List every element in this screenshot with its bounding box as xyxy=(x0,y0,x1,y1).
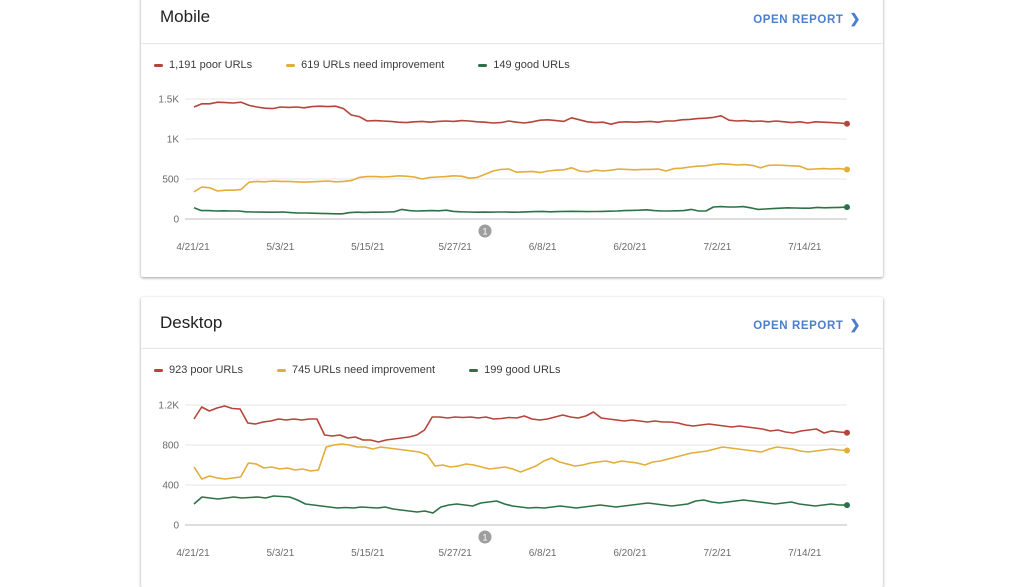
annotation-marker xyxy=(478,224,492,238)
open-report-label: OPEN REPORT xyxy=(753,14,844,26)
y-tick-label: 1K xyxy=(167,135,180,146)
y-tick-label: 1.2K xyxy=(158,401,179,412)
series-end-point-good xyxy=(844,502,850,509)
series-end-point-improve xyxy=(844,166,850,173)
y-tick-label: 500 xyxy=(162,175,179,186)
chevron-right-icon: ❯ xyxy=(849,317,861,332)
series-line-improve xyxy=(193,443,848,480)
x-tick-label: 4/21/21 xyxy=(176,242,210,253)
legend-swatch-poor xyxy=(154,368,163,372)
desktop-report-card: Desktop OPEN REPORT ❯ 923 poor URLs 745 U… xyxy=(141,297,883,587)
x-tick-label: 4/21/21 xyxy=(176,548,210,559)
series-end-point-improve xyxy=(844,447,850,454)
legend-label-improve: 745 URLs need improvement xyxy=(292,364,436,376)
legend-label-poor: 923 poor URLs xyxy=(169,364,243,376)
legend-swatch-poor xyxy=(154,63,163,67)
legend-swatch-good xyxy=(469,368,479,372)
legend-swatch-improve xyxy=(286,63,296,67)
x-tick-label: 5/3/21 xyxy=(266,242,294,253)
mobile-line-chart: 0 500 1K 1.5K 4/21/21 5/3/21 5/15/21 5/27/21 6/8… xyxy=(158,95,850,253)
annotation-marker xyxy=(478,530,492,544)
x-tick-label: 7/2/21 xyxy=(703,548,731,559)
series-line-good xyxy=(193,205,848,215)
legend-label-good: 199 good URLs xyxy=(484,364,561,376)
x-tick-label: 5/27/21 xyxy=(439,242,473,253)
y-tick-label: 400 xyxy=(162,481,179,492)
open-report-button[interactable]: OPEN REPORT ❯ xyxy=(753,11,861,27)
legend-item-good[interactable]: 149 good URLs xyxy=(478,59,570,71)
legend-label-improve: 619 URLs need improvement xyxy=(301,59,445,71)
x-tick-label: 5/15/21 xyxy=(351,548,385,559)
series-end-point-poor xyxy=(844,429,850,436)
x-tick-label: 6/8/21 xyxy=(529,242,557,253)
x-tick-label: 5/15/21 xyxy=(351,242,385,253)
x-tick-label: 5/3/21 xyxy=(266,548,294,559)
legend-item-improve[interactable]: 619 URLs need improvement xyxy=(286,59,444,71)
chart-legend: 923 poor URLs 745 URLs need improvement … xyxy=(154,364,595,376)
series-end-point-poor xyxy=(844,120,850,127)
legend-item-improve[interactable]: 745 URLs need improvement xyxy=(277,364,435,376)
chart-legend: 1,191 poor URLs 619 URLs need improvemen… xyxy=(154,59,604,71)
series-end-point-good xyxy=(844,204,850,211)
legend-label-good: 149 good URLs xyxy=(493,59,570,71)
card-title: Desktop xyxy=(160,313,223,332)
y-tick-label: 0 xyxy=(173,215,179,226)
legend-label-poor: 1,191 poor URLs xyxy=(169,59,253,71)
divider xyxy=(141,43,883,44)
legend-swatch-good xyxy=(478,63,488,67)
card-title: Mobile xyxy=(160,7,211,26)
y-tick-label: 800 xyxy=(162,441,179,452)
desktop-line-chart: 0 400 800 1.2K 4/21/21 5/3/21 5/15/21 5/27/21 6/… xyxy=(158,401,850,559)
legend-item-good[interactable]: 199 good URLs xyxy=(469,364,561,376)
x-tick-label: 6/20/21 xyxy=(613,242,647,253)
y-tick-label: 0 xyxy=(173,521,179,532)
x-tick-label: 5/27/21 xyxy=(439,548,473,559)
series-line-good xyxy=(193,495,848,514)
x-tick-label: 7/2/21 xyxy=(703,242,731,253)
x-tick-label: 7/14/21 xyxy=(788,242,822,253)
legend-item-poor[interactable]: 1,191 poor URLs xyxy=(154,59,252,71)
divider xyxy=(141,348,883,349)
legend-swatch-improve xyxy=(277,368,286,372)
open-report-label: OPEN REPORT xyxy=(753,320,844,332)
x-tick-label: 6/8/21 xyxy=(529,548,557,559)
annotation-label: 1 xyxy=(482,227,487,237)
series-line-improve xyxy=(193,163,848,193)
series-line-poor xyxy=(193,405,848,443)
open-report-button[interactable]: OPEN REPORT ❯ xyxy=(753,317,861,333)
x-tick-label: 6/20/21 xyxy=(613,548,647,559)
mobile-report-card: Mobile OPEN REPORT ❯ 1,191 poor URLs 619 … xyxy=(141,0,883,277)
annotation-label: 1 xyxy=(482,533,487,543)
y-tick-label: 1.5K xyxy=(158,95,179,106)
chevron-right-icon: ❯ xyxy=(849,11,861,26)
legend-item-poor[interactable]: 923 poor URLs xyxy=(154,364,243,376)
series-line-poor xyxy=(193,101,848,125)
x-tick-label: 7/14/21 xyxy=(788,548,822,559)
